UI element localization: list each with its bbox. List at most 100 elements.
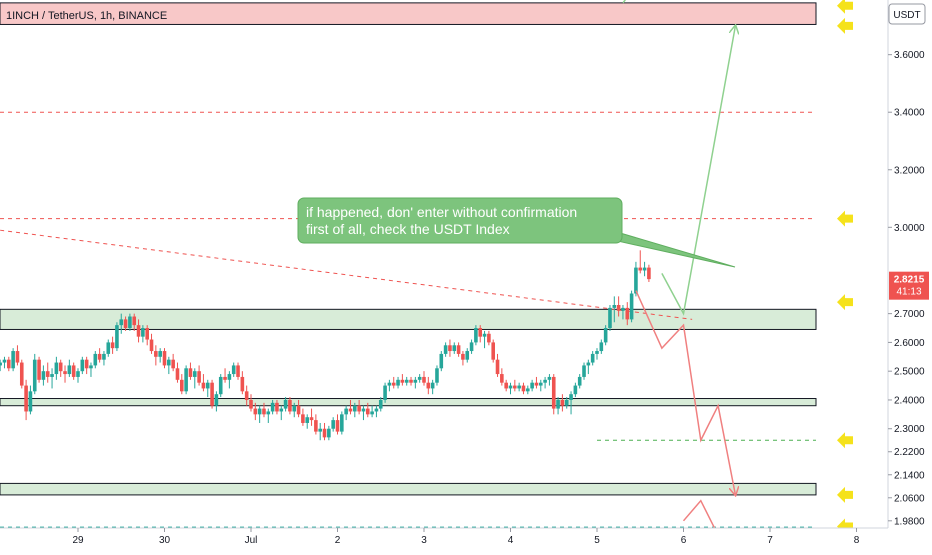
bearish-projection-tail [682,499,719,536]
projection-paths-layer [622,0,736,536]
candle-body-68 [292,405,297,412]
candle-body-108 [465,351,470,360]
candle-body-57 [244,391,249,400]
candle-body-59 [253,408,258,415]
candle-body-133 [573,385,578,395]
candle-body-123 [530,382,534,389]
annotation-callout[interactable]: if happened, don' enter without confirma… [297,197,736,268]
candle-body-121 [521,385,526,392]
candle-body-71 [305,417,310,423]
callout-box [297,197,623,244]
candle-body-139 [599,342,604,352]
candle-body-112 [482,333,487,337]
candle-body-21 [89,365,93,369]
candle-body-69 [296,405,301,415]
candle-body-60 [257,408,262,415]
candle-body-81 [348,408,353,412]
candle-body-130 [560,399,565,406]
level-arrow-icon-1 [837,17,853,34]
price-tick-label-7: 2.4000 [894,395,925,406]
candle-body-137 [590,353,595,363]
candle-body-9 [37,359,41,380]
candle-body-19 [80,359,85,372]
candle-body-115 [495,359,500,375]
time-tick-label-8: 7 [767,535,773,546]
candle-body-87 [374,408,379,412]
candle-body-13 [54,362,59,375]
candle-body-117 [504,382,508,389]
candle-body-18 [76,371,80,377]
candle-body-61 [262,408,266,415]
candle-body-77 [331,420,335,429]
candle-body-95 [409,379,413,383]
candle-body-118 [508,385,513,389]
candle-body-129 [556,399,560,409]
candle-body-31 [132,316,137,326]
candle-body-124 [534,382,539,386]
candle-body-73 [314,420,318,432]
candle-countdown: 41:13 [896,287,921,298]
candle-body-4 [15,351,20,363]
time-tick-label-6: 5 [594,535,600,546]
candle-body-5 [19,362,24,386]
candle-body-67 [288,399,292,412]
candle-body-79 [340,414,344,432]
candle-body-8 [32,359,37,392]
level-arrow-icon-0 [837,0,853,14]
candle-body-48 [205,382,210,389]
time-tick-label-4: 3 [421,535,427,546]
candle-body-147 [634,267,638,294]
candle-body-90 [387,382,392,386]
time-axis-ticks: 29 30 Jul 2 3 4 5 6 7 8 [72,528,860,546]
candle-body-27 [115,325,119,349]
candle-body-83 [357,405,361,412]
candle-body-50 [214,394,219,406]
candle-body-138 [595,351,599,354]
candle-body-80 [344,408,348,415]
candle-body-125 [538,382,543,386]
candle-body-92 [396,379,400,386]
candle-body-53 [227,374,232,380]
arrow-markers-layer [837,0,853,535]
candle-body-65 [279,408,284,412]
candle-body-2 [7,359,11,369]
level-arrow-icon-3 [837,294,853,311]
candle-body-142 [612,305,617,308]
level-arrow-icon-4 [837,432,853,449]
candle-body-111 [478,328,483,337]
candle-body-55 [236,365,240,377]
bullish-projection-path [661,26,736,316]
price-tick-label-0: 3.6000 [894,50,925,61]
candle-body-114 [491,342,495,360]
support-zone-3 [0,482,817,496]
candle-body-109 [469,342,474,352]
time-tick-label-9: 8 [854,535,860,546]
candle-body-119 [513,385,517,389]
time-tick-label-0: 29 [72,535,84,546]
callout-pointer [609,229,736,268]
price-tick-label-1: 3.4000 [894,108,925,119]
candle-body-145 [625,307,630,320]
price-tick-label-3: 3.0000 [894,223,925,234]
candle-body-127 [547,376,552,380]
candle-body-38 [162,351,167,366]
time-tick-label-1: 30 [159,535,171,546]
time-axis[interactable] [0,528,888,550]
candle-body-136 [586,362,591,366]
candle-body-17 [71,365,76,377]
time-tick-label-2: Jul [245,535,258,546]
candle-body-113 [487,333,491,343]
callout-line-1: if happened, don' enter without confirma… [306,204,577,220]
candle-body-141 [608,307,612,329]
candle-body-104 [448,345,452,352]
candle-body-135 [582,365,586,377]
candle-body-86 [370,411,374,415]
candle-body-14 [58,362,63,372]
candle-body-70 [301,414,305,423]
zones-layer [0,2,817,496]
currency-badge[interactable] [888,3,926,25]
candle-body-120 [517,385,521,389]
candle-body-30 [128,316,132,329]
